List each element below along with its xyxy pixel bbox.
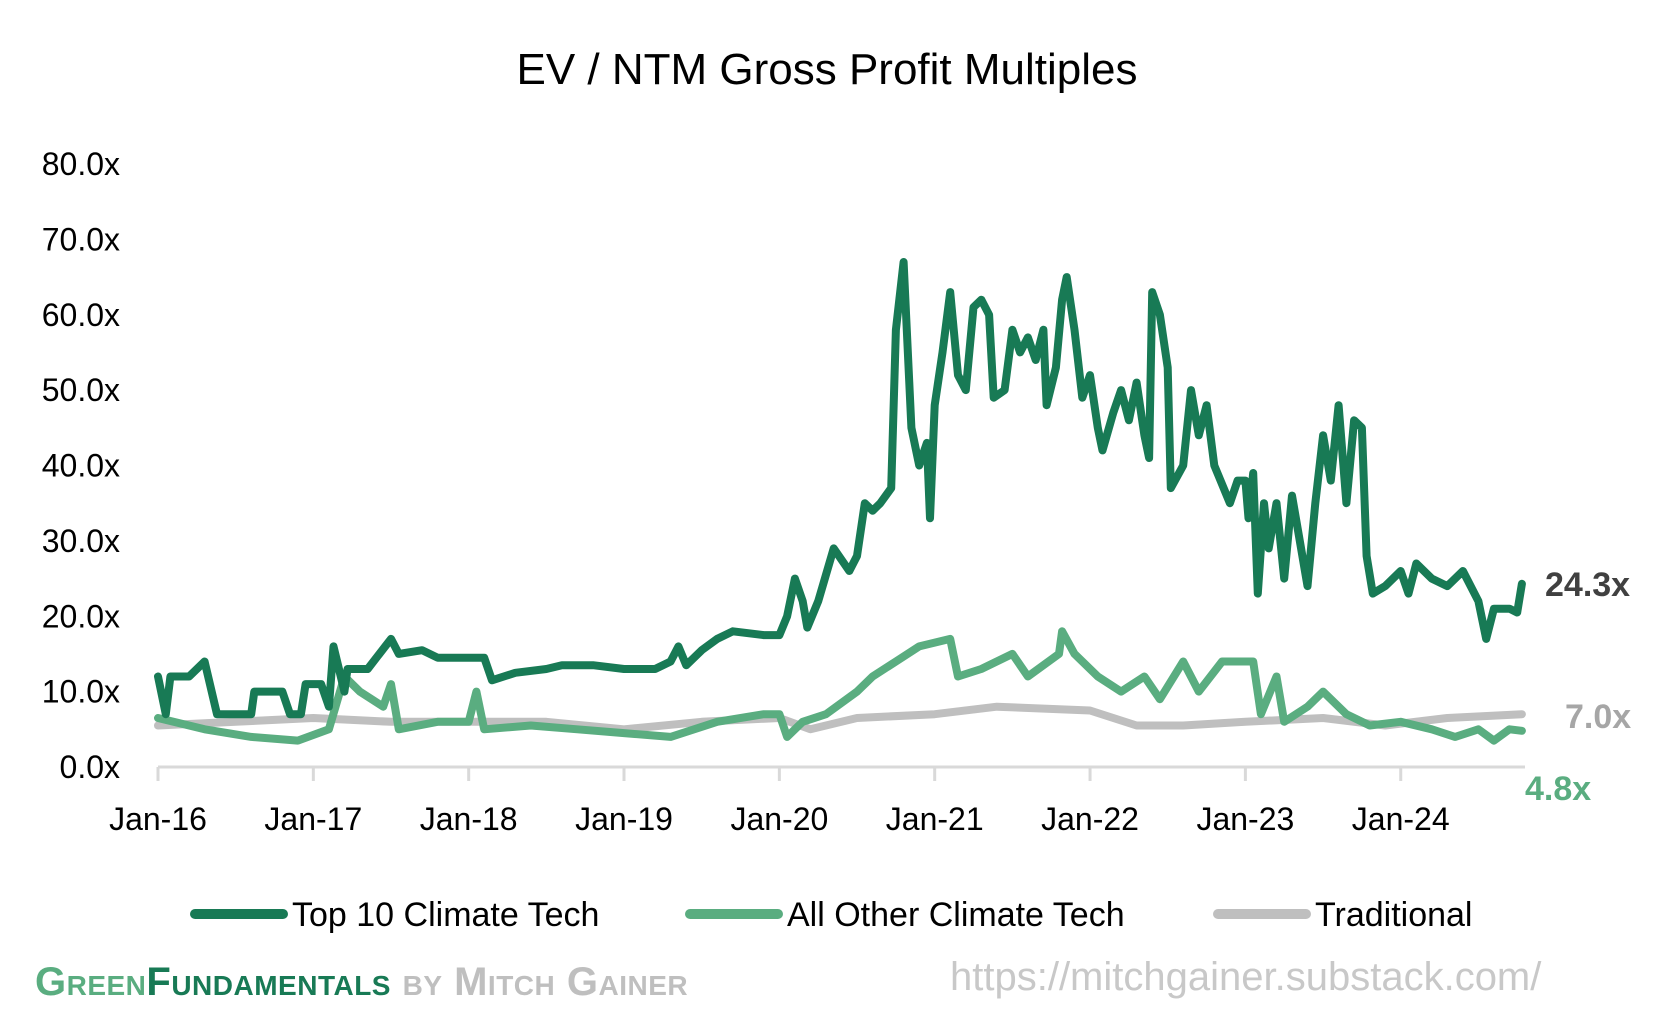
- x-tick-label: Jan-17: [264, 801, 362, 837]
- x-tick-label: Jan-19: [575, 801, 673, 837]
- y-tick-label: 50.0x: [42, 372, 120, 408]
- end-value-label: 24.3x: [1545, 566, 1630, 604]
- brand-green: Green: [35, 960, 147, 1004]
- byline: by Mitch Gainer: [402, 960, 689, 1004]
- x-tick-label: Jan-18: [420, 801, 518, 837]
- end-value-label: 4.8x: [1525, 770, 1591, 808]
- chart-title: EV / NTM Gross Profit Multiples: [516, 45, 1137, 94]
- x-tick-label: Jan-22: [1041, 801, 1139, 837]
- legend-label: All Other Climate Tech: [787, 896, 1125, 934]
- x-tick-label: Jan-24: [1352, 801, 1450, 837]
- x-tick-label: Jan-16: [109, 801, 207, 837]
- brand-fundamentals: Fundamentals: [146, 960, 391, 1004]
- y-tick-label: 70.0x: [42, 221, 120, 257]
- y-tick-label: 10.0x: [42, 674, 120, 710]
- legend-label: Top 10 Climate Tech: [292, 896, 599, 934]
- footer-url[interactable]: https://mitchgainer.substack.com/: [950, 955, 1542, 999]
- x-tick-label: Jan-23: [1196, 801, 1294, 837]
- series-line-traditional: [154, 702, 1526, 734]
- series-line-top-10-climate-tech: [154, 258, 1526, 719]
- y-tick-label: 60.0x: [42, 297, 120, 333]
- x-tick-label: Jan-20: [730, 801, 828, 837]
- x-tick-label: Jan-21: [886, 801, 984, 837]
- y-tick-label: 40.0x: [42, 448, 120, 484]
- series-line-all-other-climate-tech: [154, 627, 1526, 745]
- y-tick-label: 80.0x: [42, 146, 120, 182]
- legend-label: Traditional: [1315, 896, 1472, 934]
- y-tick-label: 0.0x: [60, 749, 120, 785]
- y-tick-label: 30.0x: [42, 523, 120, 559]
- y-tick-label: 20.0x: [42, 598, 120, 634]
- footer-brand: GreenFundamentals by Mitch Gainer: [35, 960, 688, 1005]
- end-value-label: 7.0x: [1565, 698, 1631, 736]
